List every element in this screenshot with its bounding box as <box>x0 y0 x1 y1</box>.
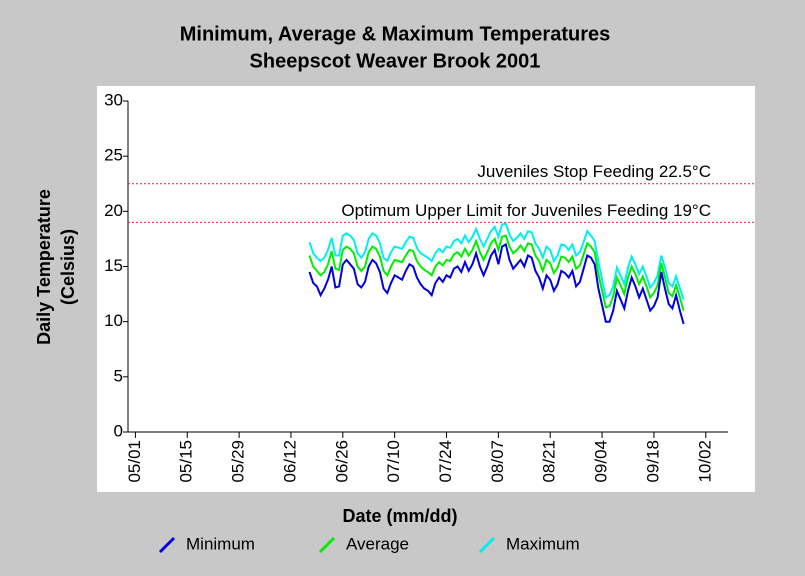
x-tick-label: 07/10 <box>384 440 403 483</box>
y-tick-label: 10 <box>104 311 123 330</box>
x-tick-label: 05/29 <box>229 440 248 483</box>
x-tick-label: 06/12 <box>280 440 299 483</box>
y-tick-label: 15 <box>104 256 123 275</box>
reference-label: Juveniles Stop Feeding 22.5°C <box>477 162 711 181</box>
series-line <box>308 222 685 300</box>
series-line <box>308 234 685 311</box>
y-axis-title: (Celsius) <box>58 229 78 305</box>
x-tick-label: 09/18 <box>643 440 662 483</box>
x-axis-title: Date (mm/dd) <box>342 506 457 526</box>
legend-label: Maximum <box>506 534 580 553</box>
x-tick-label: 05/15 <box>177 440 196 483</box>
x-tick-label: 07/24 <box>436 440 455 483</box>
x-tick-label: 10/02 <box>695 440 714 483</box>
x-tick-label: 06/26 <box>332 440 351 483</box>
y-tick-label: 20 <box>104 201 123 220</box>
y-tick-label: 0 <box>114 421 123 440</box>
reference-label: Optimum Upper Limit for Juveniles Feedin… <box>341 201 711 220</box>
y-tick-label: 25 <box>104 146 123 165</box>
legend-swatch <box>318 536 336 554</box>
x-tick-label: 09/04 <box>592 440 611 483</box>
y-axis-title: Daily Temperature <box>34 189 54 345</box>
legend-swatch <box>158 536 176 554</box>
x-tick-label: 08/07 <box>488 440 507 483</box>
legend-swatch <box>478 536 496 554</box>
legend-label: Average <box>346 534 409 553</box>
x-tick-label: 08/21 <box>540 440 559 483</box>
y-tick-label: 5 <box>114 366 123 385</box>
x-tick-label: 05/01 <box>125 440 144 483</box>
chart-title: Minimum, Average & Maximum Temperatures <box>180 23 611 45</box>
series-line <box>308 242 685 325</box>
y-tick-label: 30 <box>104 90 123 109</box>
legend-label: Minimum <box>186 534 255 553</box>
chart-subtitle: Sheepscot Weaver Brook 2001 <box>250 50 541 72</box>
